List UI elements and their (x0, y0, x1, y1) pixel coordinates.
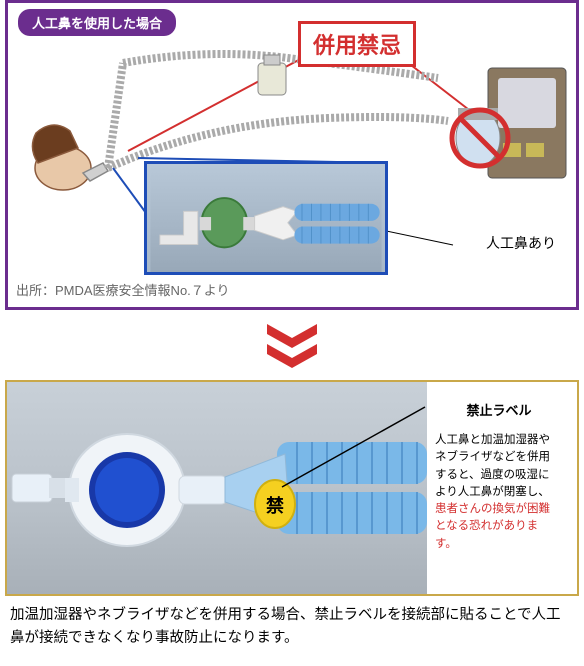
desc-part1: 人工鼻と加温加湿器やネブライザなどを併用すると、過度の吸湿により人工鼻が閉塞し、 (435, 434, 550, 498)
source-text: 出所：PMDA医療安全情報No.７より (16, 280, 230, 299)
bottom-caption: 加温加湿器やネブライザなどを併用する場合、禁止ラベルを接続部に貼ることで人工鼻が… (10, 604, 574, 650)
tube-photo: 禁 (7, 382, 427, 594)
panel-top: 人工鼻を使用した場合 併用禁忌 (5, 0, 579, 310)
svg-text:禁: 禁 (266, 495, 284, 516)
warning-label: 併用禁忌 (298, 21, 416, 67)
inset-caption: 人工鼻あり (486, 233, 556, 253)
chevron-down-icon (262, 322, 322, 370)
inset-photo (144, 161, 388, 275)
panel-bottom: 禁 禁止ラベル 人工鼻と加温加湿器やネブライザなどを併用すると、過度の吸湿により… (5, 380, 579, 596)
desc-red: 患者さんの換気が困難となる恐れがあります。 (435, 503, 550, 550)
description-text: 人工鼻と加温加湿器やネブライザなどを併用すると、過度の吸湿により人工鼻が閉塞し、… (435, 432, 559, 553)
sticker-label: 禁止ラベル (439, 400, 559, 419)
